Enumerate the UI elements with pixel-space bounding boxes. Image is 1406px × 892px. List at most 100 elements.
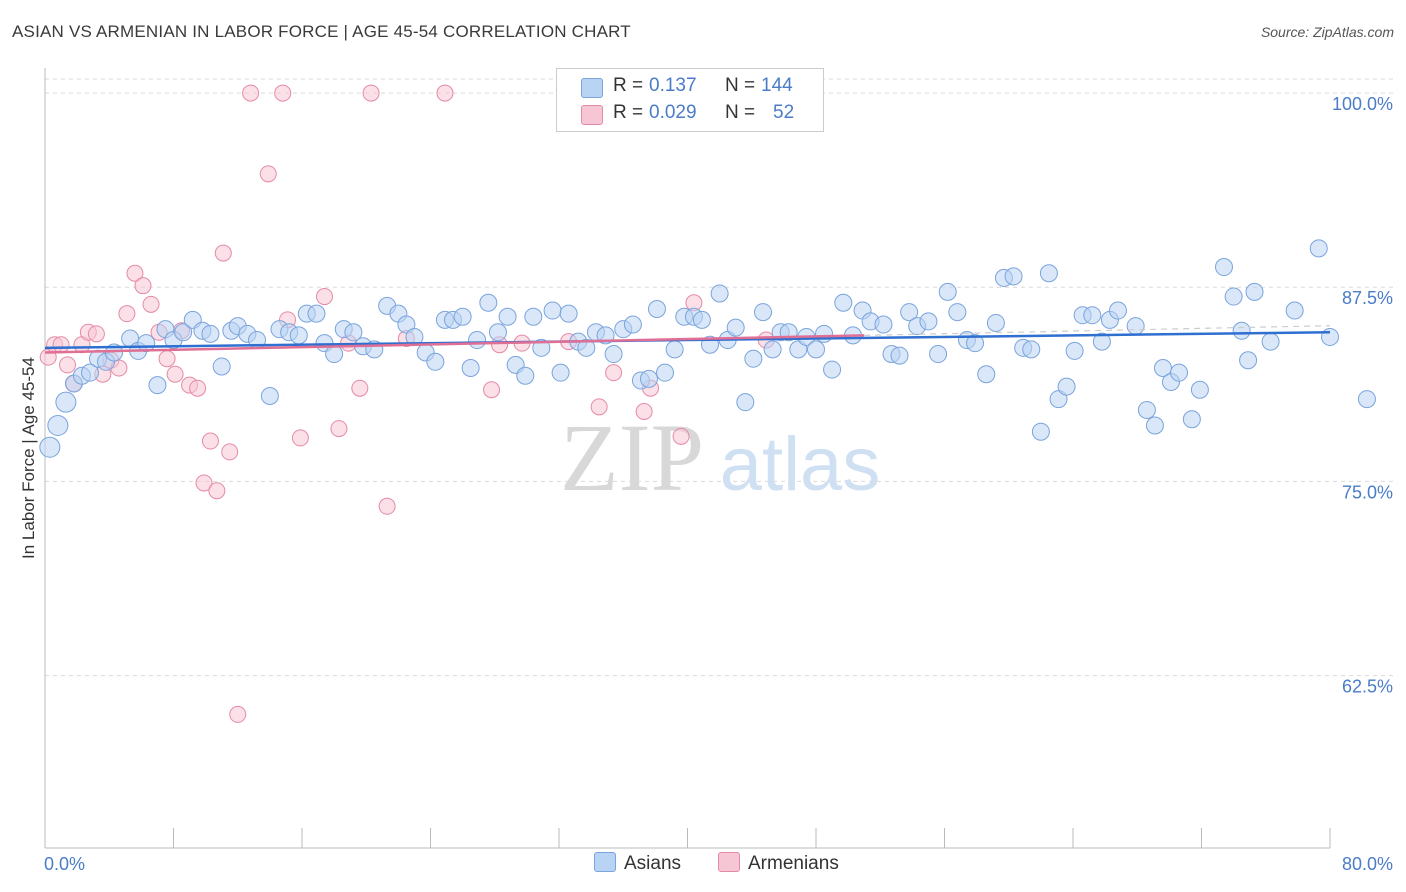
asian-point bbox=[468, 331, 487, 350]
armenian-point bbox=[590, 398, 608, 416]
armenian-point bbox=[635, 403, 653, 421]
asian-point bbox=[1224, 287, 1243, 306]
legend-n-value: 52 bbox=[773, 102, 795, 123]
asian-point bbox=[726, 318, 745, 337]
armenian-point bbox=[52, 336, 70, 354]
legend-swatch-asians bbox=[581, 78, 603, 98]
armenian-point bbox=[118, 305, 136, 323]
legend-r-label: R = bbox=[613, 102, 644, 123]
asian-point bbox=[325, 345, 344, 364]
armenian-point bbox=[274, 84, 292, 102]
y-tick-label: 87.5% bbox=[1342, 288, 1393, 308]
asian-point bbox=[426, 352, 445, 371]
armenian-point bbox=[58, 356, 76, 374]
asian-point bbox=[1232, 321, 1251, 340]
armenian-point bbox=[351, 379, 369, 397]
asian-point bbox=[665, 340, 684, 359]
armenian-point bbox=[126, 264, 144, 282]
armenian-point bbox=[134, 277, 152, 295]
asian-point bbox=[47, 414, 69, 436]
legend-swatch-armenians bbox=[581, 105, 603, 125]
asian-point bbox=[80, 363, 99, 382]
asian-point bbox=[1057, 377, 1076, 396]
armenian-point bbox=[315, 288, 333, 306]
legend-n-label: N = bbox=[725, 75, 756, 96]
asian-point bbox=[488, 323, 507, 342]
asian-point bbox=[736, 393, 755, 412]
asian-point bbox=[1357, 390, 1376, 409]
asian-point bbox=[498, 307, 517, 326]
y-axis-label: In Labor Force | Age 45-54 bbox=[19, 357, 38, 559]
y-tick-label: 75.0% bbox=[1342, 482, 1393, 502]
legend-r-value: 0.137 bbox=[649, 75, 697, 96]
asian-point bbox=[919, 312, 938, 331]
armenian-point bbox=[221, 443, 239, 461]
asian-point bbox=[692, 310, 711, 329]
asian-point bbox=[174, 323, 193, 342]
asian-point bbox=[1170, 363, 1189, 382]
legend-n-value: 144 bbox=[761, 75, 793, 96]
armenian-point bbox=[672, 427, 690, 445]
legend-r-label: R = bbox=[613, 75, 644, 96]
armenian-point bbox=[142, 295, 160, 313]
asian-point bbox=[966, 334, 985, 353]
armenian-point bbox=[214, 244, 232, 262]
armenian-point bbox=[208, 482, 226, 500]
asian-point bbox=[623, 315, 642, 334]
armenian-point bbox=[605, 364, 623, 382]
asian-point bbox=[289, 326, 308, 345]
asian-point bbox=[656, 363, 675, 382]
asian-point bbox=[212, 357, 231, 376]
asian-point bbox=[1214, 258, 1233, 277]
armenian-point bbox=[201, 432, 219, 450]
asian-point bbox=[307, 304, 326, 323]
asian-point bbox=[532, 338, 551, 357]
armenian-point bbox=[166, 365, 184, 383]
x-tick-label-right: 80.0% bbox=[1342, 854, 1393, 874]
asian-point bbox=[1004, 267, 1023, 286]
asian-point bbox=[39, 436, 61, 458]
asian-point bbox=[710, 284, 729, 303]
asian-point bbox=[559, 304, 578, 323]
asian-point bbox=[763, 340, 782, 359]
asian-point bbox=[753, 303, 772, 322]
asian-point bbox=[823, 360, 842, 379]
asian-point bbox=[201, 324, 220, 343]
asian-point bbox=[986, 313, 1005, 332]
asian-point bbox=[807, 340, 825, 359]
x-tick-label-left: 0.0% bbox=[44, 854, 85, 874]
asian-point bbox=[938, 282, 957, 301]
asian-point bbox=[1022, 340, 1041, 359]
legend-n-label: N = bbox=[725, 102, 756, 123]
asian-point bbox=[1239, 351, 1258, 370]
asian-point bbox=[524, 307, 543, 326]
bottom-legend-swatch-armenians bbox=[718, 852, 740, 872]
watermark: ZIP atlas bbox=[560, 404, 880, 511]
asian-point bbox=[1092, 332, 1111, 351]
watermark-zip: ZIP bbox=[560, 404, 704, 511]
asian-point bbox=[1261, 332, 1280, 351]
bottom-legend-swatch-asians bbox=[594, 852, 616, 872]
armenian-point bbox=[87, 325, 105, 343]
asian-point bbox=[874, 315, 893, 334]
armenian-point bbox=[158, 350, 176, 368]
correlation-legend: R = 0.137 N = 144 R = 0.029 N = 52 bbox=[556, 68, 824, 132]
armenian-point bbox=[483, 381, 501, 399]
asian-point bbox=[639, 369, 658, 388]
grid-lines bbox=[45, 78, 1395, 677]
asian-point bbox=[1126, 317, 1145, 336]
asian-point bbox=[461, 359, 480, 378]
bottom-legend-label-asians: Asians bbox=[624, 853, 682, 874]
asian-point bbox=[516, 366, 535, 385]
asian-point bbox=[551, 363, 570, 382]
asian-point bbox=[479, 293, 498, 312]
trend-lines bbox=[44, 325, 1331, 354]
armenian-point bbox=[378, 497, 396, 515]
legend-row-asians: R = 0.137 N = 144 bbox=[557, 74, 823, 100]
axes bbox=[44, 68, 1331, 849]
asian-point bbox=[1108, 301, 1127, 320]
asian-point bbox=[1285, 301, 1304, 320]
asian-point bbox=[834, 293, 853, 312]
bottom-legend-label-armenians: Armenians bbox=[748, 853, 839, 874]
asian-point bbox=[1245, 282, 1264, 301]
